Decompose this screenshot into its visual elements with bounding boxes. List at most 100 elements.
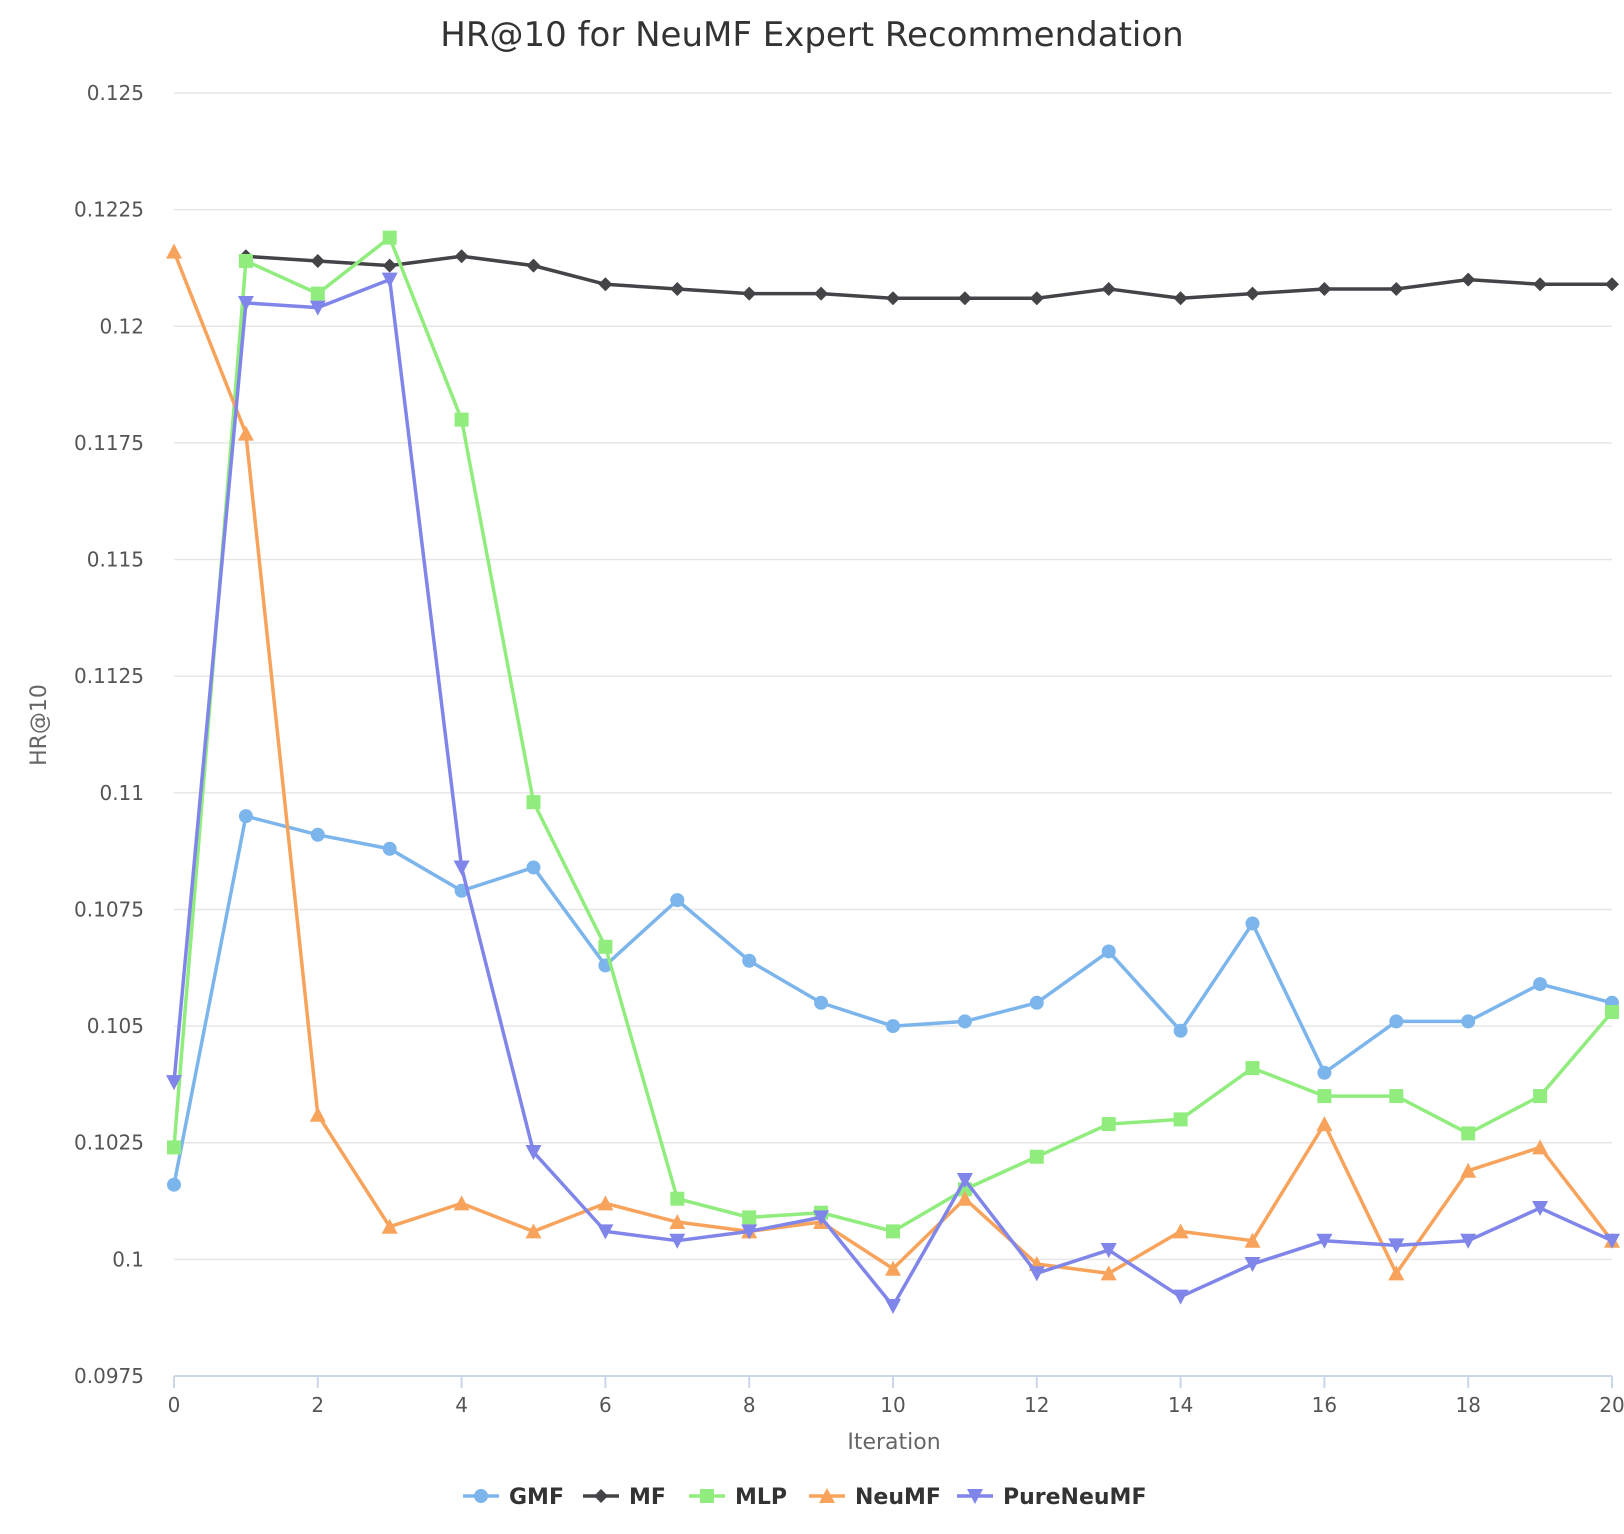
data-point-pureneumf (309, 300, 326, 316)
data-point-neumf (1460, 1162, 1477, 1178)
x-axis-title: Iteration (847, 1430, 940, 1455)
data-point-gmf (1029, 995, 1044, 1010)
data-point-mf (957, 291, 972, 306)
data-point-mf (1245, 286, 1260, 301)
data-point-gmf (886, 1019, 900, 1034)
data-point-mlp (310, 286, 325, 301)
y-tick-label: 0.12 (99, 314, 144, 338)
data-point-pureneumf (956, 1173, 973, 1189)
data-point-mf (1173, 291, 1188, 306)
data-point-mlp (238, 253, 253, 268)
data-point-gmf (238, 809, 253, 824)
y-tick-label: 0.11 (99, 781, 144, 805)
data-point-mf (814, 286, 829, 301)
x-axis-ticks: 0 2 4 6 8 10 12 14 16 18 20 (168, 1376, 1624, 1417)
grid-layer (174, 92, 1612, 1261)
data-point-mf (454, 249, 469, 264)
data-point-mlp (167, 1140, 181, 1155)
series-pureneumf (166, 272, 1620, 1315)
legend-label: MLP (735, 1485, 787, 1510)
y-tick-label: 0.1025 (74, 1131, 144, 1155)
y-tick-label: 0.1 (112, 1247, 144, 1271)
data-point-gmf (310, 827, 325, 842)
data-point-gmf (526, 860, 541, 875)
x-tick-label: 2 (311, 1393, 324, 1417)
data-point-neumf (669, 1214, 686, 1230)
data-point-mlp (1389, 1089, 1404, 1104)
data-point-mf (310, 253, 325, 268)
data-point-mlp (1533, 1089, 1548, 1104)
series-line-gmf (172, 814, 1613, 1186)
data-point-gmf (167, 1177, 181, 1192)
data-point-pureneumf (166, 1075, 182, 1091)
data-point-neumf (166, 243, 182, 259)
y-tick-label: 0.115 (87, 548, 144, 572)
data-point-mlp (1101, 1117, 1116, 1132)
data-point-mlp (1173, 1112, 1188, 1127)
data-point-mlp (1245, 1061, 1260, 1076)
legend[interactable]: GMF MF MLP NeuMF PureNeuMF (463, 1485, 1146, 1510)
x-tick-label: 18 (1455, 1393, 1480, 1417)
data-point-neumf (1100, 1265, 1117, 1281)
legend-marker-neumf (819, 1488, 835, 1503)
y-tick-label: 0.1175 (74, 431, 144, 455)
x-tick-label: 20 (1599, 1393, 1624, 1417)
data-point-gmf (1461, 1014, 1476, 1029)
data-point-mf (1317, 281, 1332, 296)
data-point-mf (1605, 277, 1619, 292)
y-axis-ticks: 0.0975 0.1 0.1025 0.105 0.1075 0.11 0.1125 0.11… (74, 81, 144, 1388)
legend-label: GMF (509, 1485, 564, 1510)
data-point-pureneumf (1316, 1233, 1333, 1249)
legend-item-gmf[interactable]: GMF (463, 1485, 564, 1510)
data-point-pureneumf (453, 860, 470, 876)
data-point-neumf (885, 1260, 901, 1276)
y-tick-label: 0.1225 (74, 198, 144, 222)
data-point-gmf (1533, 977, 1548, 992)
data-point-neumf (453, 1195, 470, 1211)
x-tick-label: 6 (599, 1393, 612, 1417)
legend-label: MF (629, 1485, 666, 1510)
data-point-pureneumf (525, 1145, 542, 1161)
data-point-mf (526, 258, 541, 273)
data-point-gmf (1317, 1065, 1332, 1080)
data-point-pureneumf (885, 1299, 901, 1315)
series-line-neumf (172, 250, 1614, 1276)
data-point-mf (742, 286, 757, 301)
legend-item-pureneumf[interactable]: PureNeuMF (957, 1485, 1146, 1510)
data-point-pureneumf (237, 295, 254, 311)
x-tick-label: 8 (743, 1393, 756, 1417)
data-point-pureneumf (1172, 1289, 1189, 1305)
data-point-mlp (1605, 1005, 1619, 1020)
legend-label: NeuMF (855, 1485, 941, 1510)
data-point-gmf (957, 1014, 972, 1029)
data-point-mf (1101, 281, 1116, 296)
legend-marker-mlp (700, 1489, 714, 1503)
x-tick-label: 0 (168, 1393, 181, 1417)
data-point-pureneumf (1532, 1201, 1549, 1217)
series-layer (166, 230, 1620, 1315)
chart-title: HR@10 for NeuMF Expert Recommendation (440, 15, 1183, 55)
data-point-pureneumf (1388, 1238, 1405, 1254)
legend-item-mlp[interactable]: MLP (689, 1485, 787, 1510)
legend-marker-gmf (474, 1489, 488, 1503)
data-point-pureneumf (1460, 1233, 1477, 1249)
data-point-neumf (381, 1218, 398, 1234)
data-point-neumf (1316, 1116, 1333, 1132)
data-point-mf (1389, 281, 1404, 296)
y-tick-label: 0.1075 (74, 897, 144, 921)
legend-item-neumf[interactable]: NeuMF (809, 1485, 941, 1510)
data-point-neumf (237, 425, 254, 441)
x-tick-label: 16 (1312, 1393, 1337, 1417)
x-tick-label: 4 (455, 1393, 468, 1417)
data-point-pureneumf (741, 1224, 758, 1240)
data-point-mlp (526, 795, 541, 810)
x-tick-label: 10 (880, 1393, 905, 1417)
data-point-mlp (382, 230, 397, 245)
legend-item-mf[interactable]: MF (583, 1485, 666, 1510)
legend-marker-pureneumf (967, 1489, 983, 1504)
series-mlp (167, 230, 1619, 1239)
data-point-mlp (598, 939, 613, 954)
data-point-pureneumf (597, 1224, 614, 1240)
data-point-neumf (1172, 1223, 1189, 1239)
